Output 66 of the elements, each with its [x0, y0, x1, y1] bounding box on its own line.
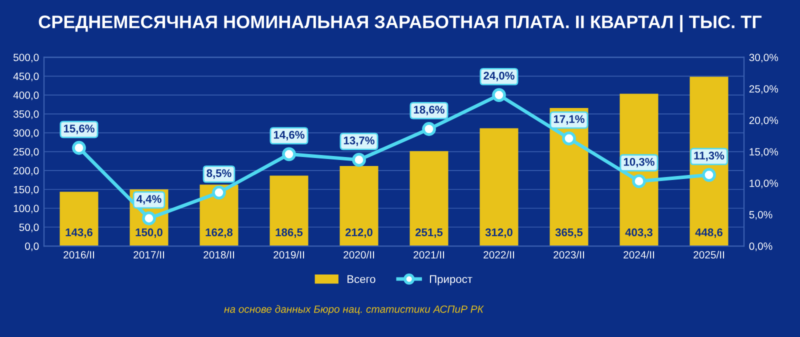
data-label: 24,0%: [484, 72, 514, 82]
x-tick-label: 2020/II: [344, 250, 374, 259]
data-label: 212,0: [345, 228, 372, 238]
data-label: 403,3: [625, 228, 652, 238]
data-label: 4,4%: [136, 195, 162, 205]
y-tick-label: 400,0: [13, 92, 39, 100]
y2-tick-label: 25,0%: [749, 85, 778, 94]
x-tick-label: 2021/II: [414, 250, 444, 259]
data-label: 14,6%: [274, 130, 304, 140]
point: [702, 168, 716, 182]
x-tick-label: 2024/II: [624, 250, 654, 259]
point: [352, 152, 366, 167]
point: [632, 174, 646, 188]
chart-title: СРЕДНЕМЕСЯЧНАЯ НОМИНАЛЬНАЯ ЗАРАБОТНАЯ ПЛАТА. II КВАРТАЛ | ТЫС. ТГ: [38, 15, 762, 32]
legend-label: Всего: [348, 275, 376, 284]
y2-tick-label: 0,0%: [749, 242, 772, 252]
x-tick-label: 2019/II: [274, 250, 304, 259]
data-label: 186,5: [276, 228, 303, 238]
data-label: 312,0: [485, 228, 512, 238]
y-tick-label: 300,0: [13, 129, 39, 138]
y-tick-label: 250,0: [14, 148, 39, 157]
y-tick-label: 100,0: [14, 204, 39, 214]
data-label: 15,6%: [64, 124, 94, 134]
bar: [410, 151, 448, 246]
y-tick-label: 350,0: [13, 110, 39, 120]
x-tick-label: 2025/II: [694, 250, 724, 259]
bar: [340, 166, 378, 246]
x-tick-label: 2016/II: [64, 250, 94, 259]
data-label: 162,8: [206, 228, 233, 238]
x-tick-label: 2023/II: [554, 250, 584, 259]
bar: [480, 128, 518, 246]
data-label: 251,5: [415, 228, 443, 238]
point: [492, 88, 506, 102]
y2-tick-label: 5,0%: [749, 211, 772, 220]
bar: [270, 176, 308, 246]
x-tick-label: 2018/II: [204, 250, 234, 259]
data-label: 13,7%: [344, 136, 374, 146]
x-tick-label: 2017/II: [134, 250, 164, 259]
data-label: 11,3%: [694, 152, 724, 162]
data-label: 10,3%: [624, 158, 654, 168]
point: [562, 131, 576, 146]
data-label: 17,1%: [554, 115, 584, 125]
y2-tick-label: 15,0%: [750, 148, 778, 157]
bar: [60, 192, 98, 246]
y2-tick-label: 10,0%: [750, 180, 778, 188]
data-label: 18,6%: [414, 106, 444, 116]
y-tick-label: 0,0: [25, 242, 39, 252]
y-tick-label: 200,0: [14, 167, 39, 176]
x-tick-label: 2022/II: [484, 250, 514, 259]
y2-tick-label: 20,0%: [749, 116, 778, 126]
data-label: 150,0: [136, 228, 162, 238]
point: [212, 186, 226, 200]
data-label: 8,5%: [206, 169, 232, 179]
y-tick-label: 150,0: [14, 186, 39, 194]
data-label: 143,6: [66, 228, 92, 238]
point: [282, 147, 296, 162]
y2-tick-label: 30,0%: [749, 54, 778, 62]
data-label: 448,6: [695, 228, 722, 238]
legend-label: Прирост: [430, 275, 472, 286]
point: [422, 122, 436, 136]
data-label: 365,5: [555, 228, 583, 238]
y-tick-label: 50,0: [19, 224, 39, 232]
point: [72, 140, 86, 155]
text: на основе данных Бюро нац. статистики АСПиР РК: [224, 305, 484, 315]
y-tick-label: 450,0: [13, 72, 39, 82]
y-tick-label: 500,0: [13, 54, 39, 62]
